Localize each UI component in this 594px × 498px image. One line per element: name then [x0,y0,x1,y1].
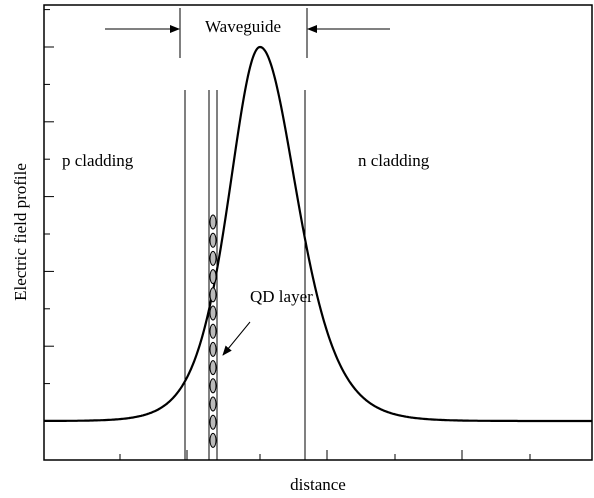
quantum-dot [209,305,217,321]
quantum-dot [209,323,217,339]
plot-frame [43,4,593,461]
quantum-dot [209,360,217,376]
quantum-dot [209,378,217,394]
quantum-dot [209,287,217,303]
ticks [44,9,531,460]
field-curve [44,45,592,423]
p-cladding-label: p cladding [62,151,134,170]
layer-lines [105,8,390,460]
quantum-dot [209,214,217,230]
quantum-dot [209,269,217,285]
n-cladding-label: n cladding [358,151,430,170]
quantum-dots [209,214,217,448]
qd-layer-label: QD layer [250,287,313,306]
quantum-dot [209,414,217,430]
waveguide-label: Waveguide [205,17,281,36]
x-axis-label: distance [290,475,346,494]
y-axis-label: Electric field profile [11,163,30,301]
quantum-dot [209,250,217,266]
quantum-dot [209,232,217,248]
quantum-dot [209,341,217,357]
quantum-dot [209,432,217,448]
quantum-dot [209,396,217,412]
